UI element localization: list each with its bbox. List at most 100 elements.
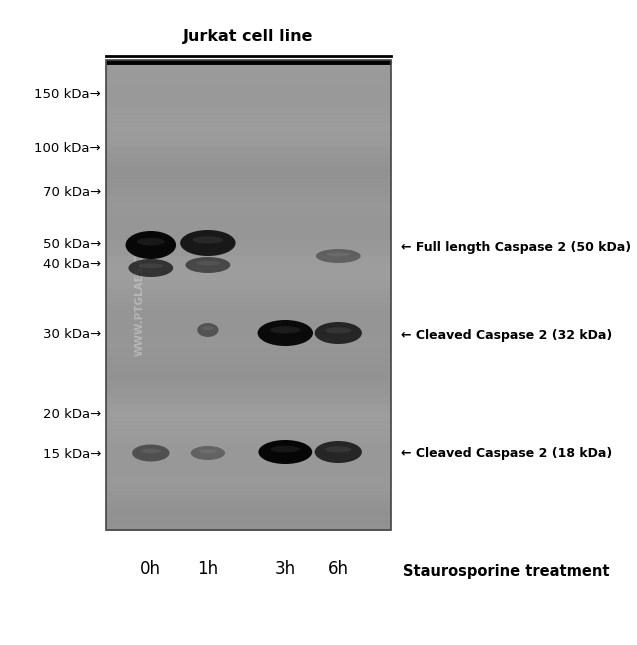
Bar (106, 248, 391, 257)
Ellipse shape (326, 252, 350, 256)
Bar (106, 444, 391, 453)
Bar (106, 303, 391, 312)
Bar (106, 491, 391, 500)
Bar (106, 389, 391, 398)
Bar (106, 287, 391, 296)
Bar (106, 279, 391, 288)
Text: ← Full length Caspase 2 (50 kDa): ← Full length Caspase 2 (50 kDa) (401, 241, 631, 255)
Bar (106, 319, 391, 327)
Ellipse shape (129, 259, 173, 277)
Bar (106, 350, 391, 359)
Ellipse shape (259, 440, 312, 464)
Bar (106, 311, 391, 319)
Bar (106, 60, 391, 530)
Ellipse shape (138, 263, 163, 268)
Bar (106, 404, 391, 413)
Bar (106, 130, 391, 139)
Bar (106, 499, 391, 508)
Text: 40 kDa→: 40 kDa→ (43, 259, 101, 272)
Bar (106, 358, 391, 366)
Bar (106, 83, 391, 92)
Ellipse shape (257, 320, 313, 346)
Bar (106, 506, 391, 515)
Ellipse shape (190, 446, 225, 460)
Bar (106, 334, 391, 343)
Bar (106, 170, 391, 179)
Ellipse shape (202, 326, 213, 330)
Ellipse shape (197, 323, 218, 337)
Bar (106, 99, 391, 108)
Bar (106, 115, 391, 124)
Ellipse shape (315, 322, 362, 344)
Bar (106, 60, 391, 69)
Ellipse shape (315, 441, 362, 463)
Bar (106, 217, 391, 226)
Text: Jurkat cell line: Jurkat cell line (183, 29, 314, 44)
Text: WWW.PTGLAES.COM: WWW.PTGLAES.COM (134, 235, 145, 355)
Text: 50 kDa→: 50 kDa→ (43, 239, 101, 252)
Bar (106, 185, 391, 194)
Ellipse shape (326, 327, 351, 333)
Bar (106, 138, 391, 147)
Text: 70 kDa→: 70 kDa→ (43, 186, 101, 199)
Bar (106, 522, 391, 531)
Bar (106, 264, 391, 272)
Bar (106, 514, 391, 523)
Bar (106, 436, 391, 445)
Bar (106, 146, 391, 155)
Bar (106, 366, 391, 374)
Ellipse shape (271, 446, 300, 453)
Text: 100 kDa→: 100 kDa→ (34, 141, 101, 155)
Bar (106, 459, 391, 468)
Bar (106, 428, 391, 437)
Bar (106, 342, 391, 351)
Bar (106, 154, 391, 163)
Bar (106, 451, 391, 461)
Bar (106, 68, 391, 77)
Text: ← Cleaved Caspase 2 (18 kDa): ← Cleaved Caspase 2 (18 kDa) (401, 446, 612, 459)
Bar (106, 193, 391, 202)
Bar (106, 177, 391, 186)
Bar (106, 201, 391, 210)
Ellipse shape (132, 444, 169, 462)
Ellipse shape (141, 448, 161, 453)
Ellipse shape (326, 446, 351, 452)
Text: Staurosporine treatment: Staurosporine treatment (403, 564, 609, 579)
Text: 6h: 6h (328, 560, 349, 578)
Bar (106, 224, 391, 233)
Bar (106, 107, 391, 116)
Bar (106, 75, 391, 84)
Ellipse shape (185, 257, 231, 273)
Text: 15 kDa→: 15 kDa→ (43, 448, 101, 462)
Text: 30 kDa→: 30 kDa→ (43, 328, 101, 341)
Bar (106, 60, 391, 530)
Bar (106, 483, 391, 492)
Text: 1h: 1h (197, 560, 218, 578)
Bar (106, 413, 391, 421)
Text: 150 kDa→: 150 kDa→ (34, 88, 101, 101)
Ellipse shape (196, 261, 220, 265)
Ellipse shape (316, 249, 361, 263)
Text: 20 kDa→: 20 kDa→ (43, 408, 101, 421)
Ellipse shape (137, 238, 165, 246)
Bar (106, 123, 391, 132)
Bar (106, 468, 391, 476)
Bar (106, 421, 391, 429)
Ellipse shape (270, 326, 301, 333)
Text: 0h: 0h (140, 560, 161, 578)
Bar (106, 295, 391, 304)
Bar (106, 92, 391, 100)
Text: 3h: 3h (275, 560, 296, 578)
Bar (106, 209, 391, 217)
Bar (106, 232, 391, 241)
Ellipse shape (199, 450, 217, 453)
Bar (106, 397, 391, 406)
Bar (106, 475, 391, 484)
Bar (106, 162, 391, 171)
Ellipse shape (192, 236, 223, 244)
Bar (106, 381, 391, 390)
Ellipse shape (180, 230, 236, 256)
Ellipse shape (125, 231, 176, 259)
Bar (106, 373, 391, 382)
Bar (106, 256, 391, 264)
